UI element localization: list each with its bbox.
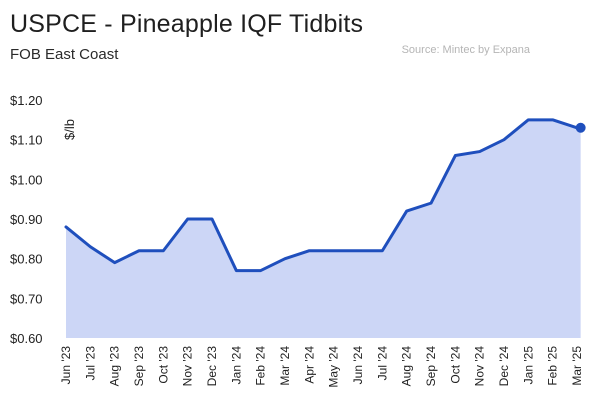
y-tick-label: $1.20 (10, 93, 43, 108)
y-axis: $0.60 $0.70 $0.80 $0.90 $1.00 $1.10 $1.20 (10, 93, 43, 346)
end-point-marker (575, 122, 586, 133)
y-axis-unit-label: $/lb (62, 119, 77, 140)
y-tick-label: $0.70 (10, 291, 43, 306)
x-tick-label: Mar '24 (278, 346, 292, 386)
x-tick-label: Dec '24 (497, 346, 511, 387)
x-tick-label: Sep '24 (424, 346, 438, 387)
chart-subtitle: FOB East Coast (10, 46, 119, 63)
x-tick-label: Feb '24 (254, 346, 268, 386)
series-line (64, 118, 583, 273)
x-tick-label: Jan '24 (229, 346, 243, 385)
x-tick-label: Aug '23 (108, 346, 122, 387)
y-tick-label: $1.00 (10, 172, 43, 187)
x-tick-label: Jul '24 (375, 346, 389, 381)
x-tick-label: Nov '23 (181, 346, 195, 387)
y-tick-label: $0.80 (10, 252, 43, 267)
x-tick-label: Jun '24 (351, 346, 365, 385)
x-tick-label: Aug '24 (400, 346, 414, 387)
chart-title: USPCE - Pineapple IQF Tidbits (10, 10, 364, 38)
x-tick-label: Jul '23 (83, 346, 97, 381)
x-tick-label: Nov '24 (473, 346, 487, 387)
x-tick-label: May '24 (327, 346, 341, 388)
x-tick-label: Jun '23 (59, 346, 73, 385)
x-tick-label: Jan '25 (521, 346, 535, 385)
x-tick-label: Dec '23 (205, 346, 219, 387)
y-tick-label: $1.10 (10, 133, 43, 148)
area-fill (66, 119, 581, 338)
source-note: Source: Mintec by Expana (401, 44, 530, 56)
x-tick-label: Oct '23 (156, 346, 170, 384)
x-tick-label: Sep '23 (132, 346, 146, 387)
y-tick-label: $0.90 (10, 212, 43, 227)
y-tick-label: $0.60 (10, 331, 43, 346)
x-tick-label: Oct '24 (448, 346, 462, 384)
x-tick-label: Feb '25 (546, 346, 560, 386)
x-tick-label: Apr '24 (302, 346, 316, 384)
x-axis: Jun '23 Jul '23 Aug '23 Sep '23 Oct '23 Nov '… (59, 346, 584, 388)
x-tick-label: Mar '25 (570, 346, 584, 386)
